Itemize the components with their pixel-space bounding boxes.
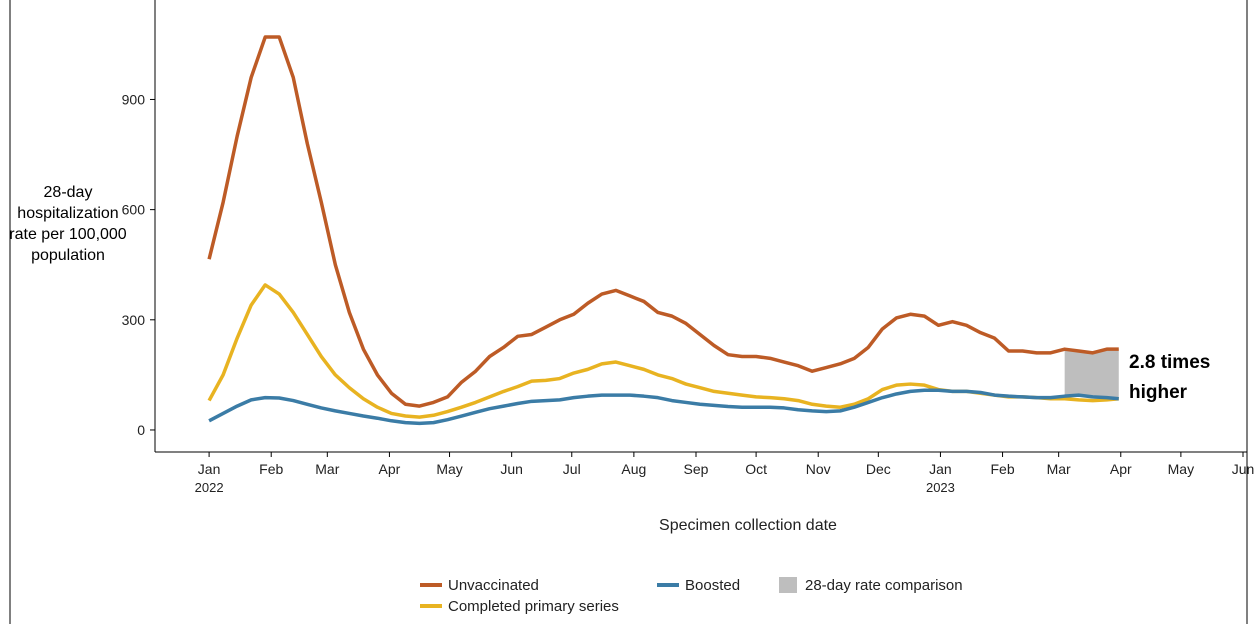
x-tick-label: Sep [684, 461, 709, 477]
y-tick-label: 900 [122, 91, 146, 107]
x-tick-label: May [1168, 461, 1194, 477]
x-tick-label: Jun [500, 461, 523, 477]
x-tick-label: Aug [621, 461, 646, 477]
y-tick-label: 300 [122, 312, 146, 328]
legend-swatch [779, 577, 797, 593]
x-tick-year: 2023 [926, 480, 955, 495]
y-tick-label: 600 [122, 202, 146, 218]
x-tick-label: Mar [315, 461, 339, 477]
x-axis-title: Specimen collection date [659, 517, 837, 534]
y-axis-title: 28-day hospitalization rate per 100,000 … [9, 184, 127, 264]
x-tick-label: Feb [990, 461, 1014, 477]
x-tick-year: 2022 [195, 480, 224, 495]
legend-label: Boosted [685, 577, 740, 594]
legend-label: Unvaccinated [448, 577, 539, 594]
x-tick-label: Mar [1047, 461, 1071, 477]
x-tick-label: Dec [866, 461, 891, 477]
x-tick-label: Jun [1232, 461, 1254, 477]
x-tick-label: Apr [1110, 461, 1132, 477]
series-line [208, 388, 1119, 426]
x-tick-label: Jan [198, 461, 221, 477]
x-tick-label: Apr [379, 461, 401, 477]
x-tick-label: May [436, 461, 462, 477]
comparison-area [1064, 349, 1119, 399]
x-tick-label: Feb [259, 461, 283, 477]
legend-label: Completed primary series [448, 598, 619, 615]
x-tick-label: Oct [745, 461, 767, 477]
x-tick-label: Jan [929, 461, 952, 477]
legend-label: 28-day rate comparison [805, 577, 963, 594]
x-tick-label: Nov [806, 461, 831, 477]
annotation: 2.8 times higher [1129, 352, 1211, 403]
series-line [207, 35, 1119, 408]
y-tick-label: 0 [137, 422, 145, 438]
x-tick-label: Jul [563, 461, 581, 477]
